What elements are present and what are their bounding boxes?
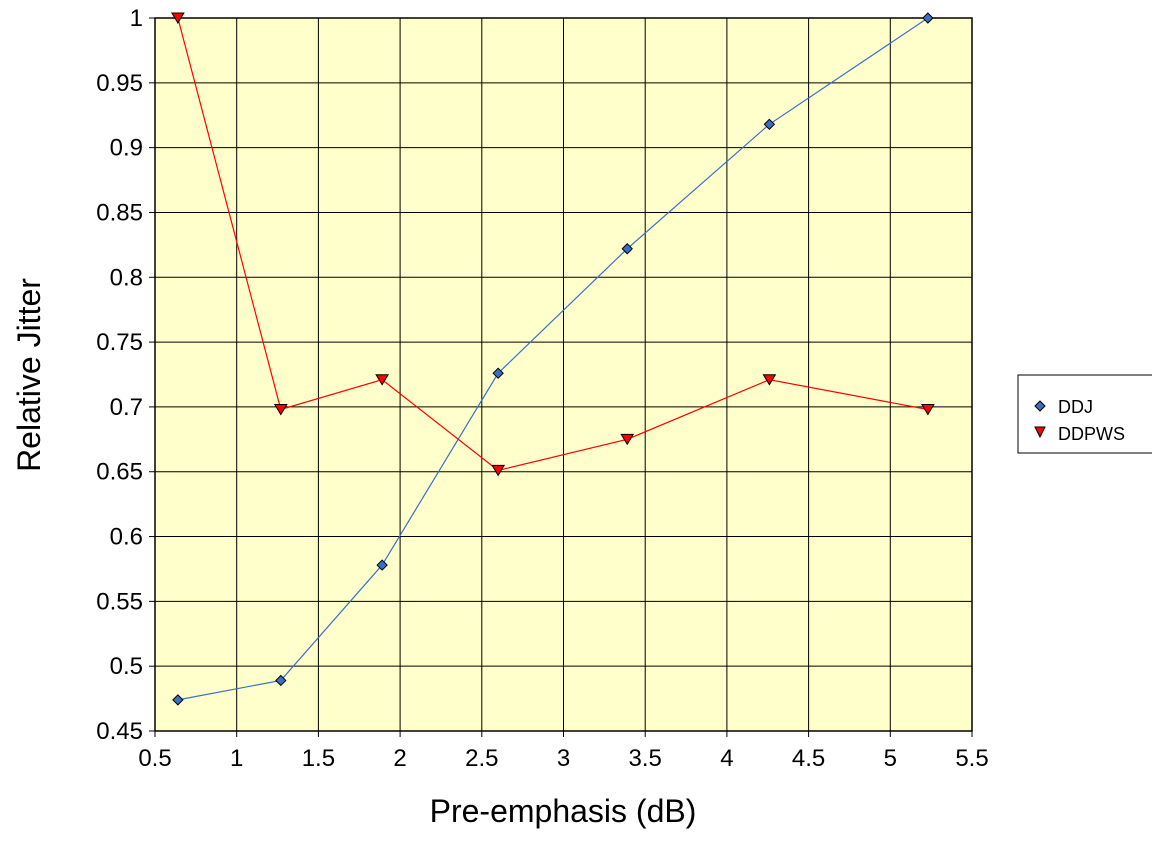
data-point-ddj xyxy=(763,118,776,131)
data-point-ddj xyxy=(492,367,504,379)
legend-box xyxy=(1017,374,1152,454)
x-tick-label: 1 xyxy=(230,745,243,772)
data-point-ddpws xyxy=(375,374,390,386)
data-point-ddj xyxy=(922,12,934,24)
x-tick-label: 3.5 xyxy=(629,745,662,772)
data-point-ddj xyxy=(621,243,633,255)
data-point-ddpws xyxy=(920,404,935,416)
series-ddpws xyxy=(170,12,935,477)
data-point-ddj xyxy=(275,674,287,687)
legend-label-ddpws: DDPWS xyxy=(1058,424,1125,444)
y-tick-label: 1 xyxy=(130,5,143,32)
legend-label-ddj: DDJ xyxy=(1058,397,1093,417)
x-tick-label: 2 xyxy=(393,745,406,772)
x-tick-label: 5.5 xyxy=(955,745,988,772)
legend-marker-ddj xyxy=(1034,400,1046,412)
legend-item-ddj: DDJ xyxy=(1034,397,1093,417)
y-tick-label: 0.85 xyxy=(96,199,143,226)
y-tick-label: 0.6 xyxy=(110,524,143,551)
y-tick-label: 0.95 xyxy=(96,70,143,97)
y-tick-label: 0.65 xyxy=(96,459,143,486)
data-point-ddpws xyxy=(762,374,777,386)
y-axis-title: Relative Jitter xyxy=(11,278,47,472)
y-tick-label: 0.5 xyxy=(110,653,143,680)
legend-item-ddpws: DDPWS xyxy=(1034,424,1125,444)
x-tick-label: 0.5 xyxy=(138,745,171,772)
y-tick-label: 0.9 xyxy=(110,135,143,162)
data-point-ddpws xyxy=(273,404,288,416)
x-tick-label: 3 xyxy=(557,745,570,772)
data-point-ddpws xyxy=(491,464,506,477)
legend: DDJ DDPWS xyxy=(1017,374,1152,454)
data-point-ddpws xyxy=(620,433,635,446)
series-layer xyxy=(170,12,935,706)
y-tick-label: 0.45 xyxy=(96,718,143,745)
data-point-ddpws xyxy=(170,12,185,24)
y-tick-label: 0.7 xyxy=(110,394,143,421)
y-axis-ticks: 0.45 0.5 0.55 0.6 0.65 0.7 0.75 0.8 0.85 0.9 0.95 1 xyxy=(96,5,155,745)
y-tick-label: 0.8 xyxy=(110,264,143,291)
data-point-ddj xyxy=(376,559,388,571)
x-axis-ticks: 0.5 1 1.5 2 2.5 3 3.5 4 4.5 5 5.5 xyxy=(138,731,989,772)
x-tick-label: 1.5 xyxy=(302,745,335,772)
x-tick-label: 5 xyxy=(884,745,897,772)
y-tick-label: 0.55 xyxy=(96,588,143,615)
data-point-ddj xyxy=(172,694,184,706)
y-tick-label: 0.75 xyxy=(96,329,143,356)
x-tick-label: 2.5 xyxy=(465,745,498,772)
x-axis-title: Pre-emphasis (dB) xyxy=(430,793,697,829)
x-tick-label: 4.5 xyxy=(792,745,825,772)
x-tick-label: 4 xyxy=(720,745,733,772)
series-ddj xyxy=(172,12,934,706)
legend-marker-ddpws xyxy=(1034,426,1046,439)
